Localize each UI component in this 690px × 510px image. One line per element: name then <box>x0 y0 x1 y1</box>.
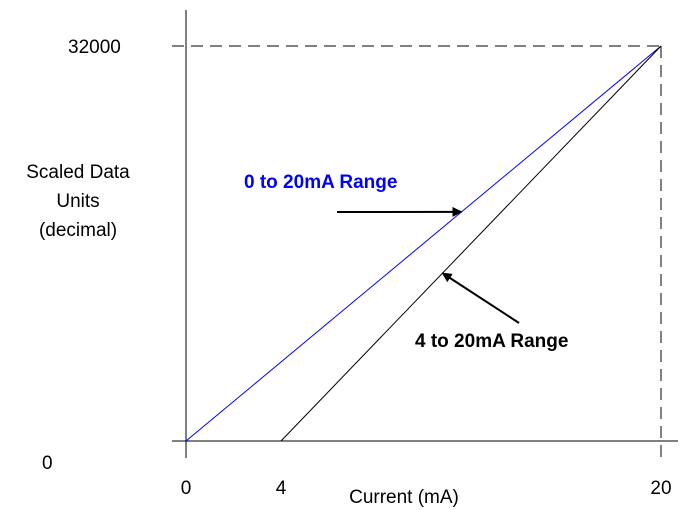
y-axis-label-line-1: Scaled Data <box>26 162 130 183</box>
y-tick-label: 0 <box>42 453 53 474</box>
annotation-4-to-20ma-arrow <box>441 272 520 324</box>
y-tick-label: 32000 <box>68 37 121 58</box>
annotation-0-to-20ma-label: 0 to 20mA Range <box>244 172 397 193</box>
x-tick-label: 0 <box>181 478 192 499</box>
x-tick-label: 20 <box>650 478 671 499</box>
series-line-4-to-20ma <box>280 45 662 442</box>
x-axis-label: Current (mA) <box>349 487 459 508</box>
series-line-0-to-20ma <box>185 45 662 442</box>
x-tick-label: 4 <box>276 478 287 499</box>
y-axis-label-line-3: (decimal) <box>39 220 117 241</box>
annotation-4-to-20ma-label: 4 to 20mA Range <box>415 331 568 352</box>
y-axis-label-line-2: Units <box>56 191 99 212</box>
